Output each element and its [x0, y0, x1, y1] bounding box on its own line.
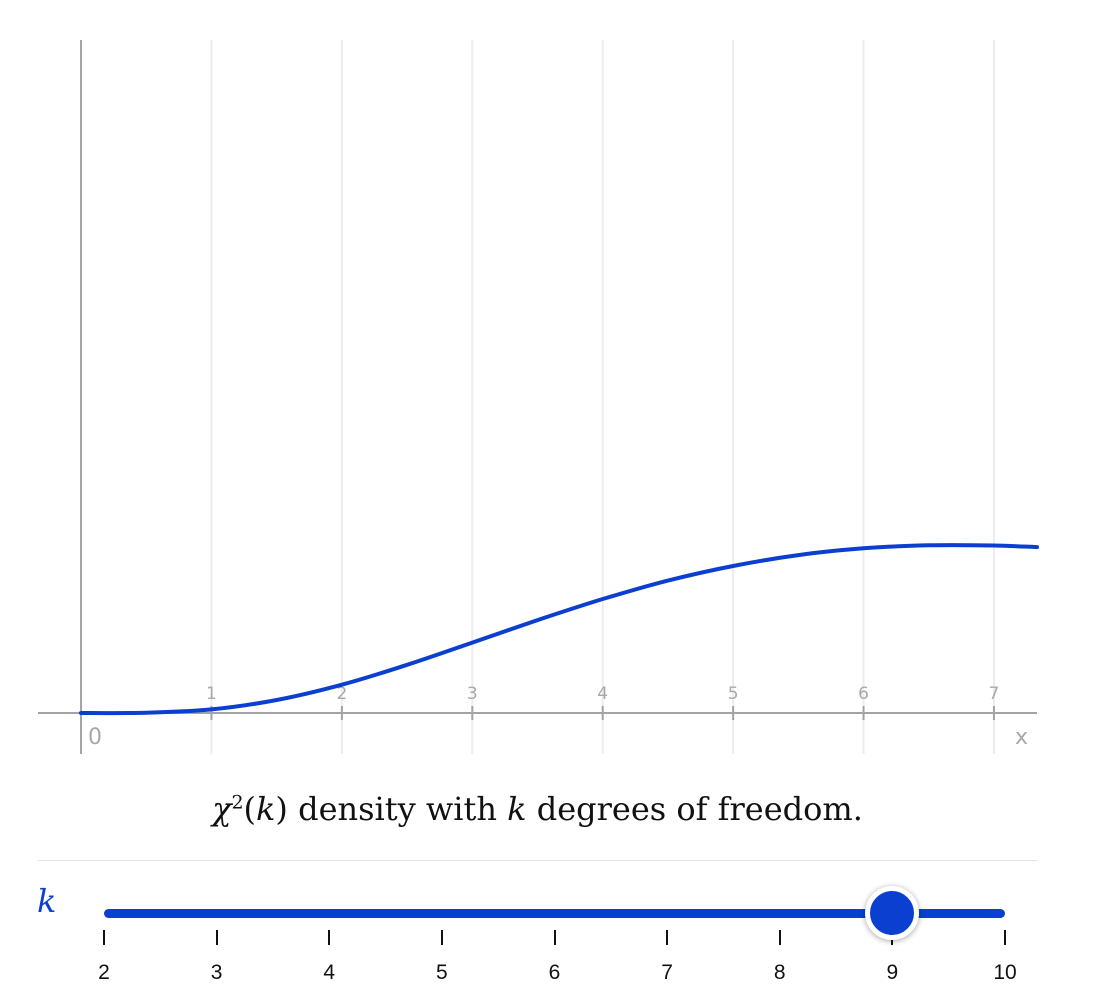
caption-text-2: degrees of freedom. [526, 790, 863, 828]
k-slider-tick-4 [328, 930, 331, 945]
k-slider-thumb[interactable] [865, 886, 920, 940]
k-slider-tick-label-8: 8 [773, 961, 786, 984]
divider [38, 860, 1038, 861]
k-slider-tick-label-2: 2 [98, 961, 110, 984]
x-tick-label-1: 1 [206, 684, 217, 704]
caption-chi-symbol: χ [212, 790, 232, 828]
k-slider-tick-2 [103, 930, 105, 945]
caption-close-paren: ) [275, 790, 288, 828]
chi-square-density-plot: 1 2 3 4 5 6 7 0 x [38, 40, 1039, 754]
k-slider-tick-label-7: 7 [661, 961, 673, 984]
x-tick-label-3: 3 [467, 684, 478, 704]
k-slider-tick-label-4: 4 [323, 961, 336, 984]
k-slider-tick-3 [215, 930, 218, 945]
k-slider-tick-7 [666, 930, 669, 945]
k-slider-tick-label-5: 5 [436, 961, 448, 984]
k-slider-tick-label-9: 9 [886, 961, 899, 984]
caption-open-paren: ( [243, 790, 257, 828]
k-slider-tick-label-6: 6 [548, 961, 561, 984]
caption-text: density with [287, 790, 508, 828]
chart-caption: χ2(k) density with k degrees of freedom. [0, 790, 1075, 828]
k-slider-tick-label-10: 10 [993, 961, 1017, 984]
k-slider-tick-6 [553, 930, 556, 945]
x-tick-label-2: 2 [336, 684, 347, 704]
caption-k-symbol-2: k [507, 790, 527, 828]
grid-lines [210, 40, 995, 754]
origin-label: 0 [88, 725, 102, 750]
x-tick-label-7: 7 [989, 684, 1000, 704]
k-slider-tick-label-3: 3 [210, 961, 223, 984]
x-tick-label-6: 6 [858, 684, 869, 704]
x-tick-label-5: 5 [728, 684, 739, 704]
density-curve [79, 543, 1039, 716]
caption-k-symbol: k [256, 790, 276, 828]
x-ticks: 1 2 3 4 5 6 7 [206, 684, 999, 720]
slider-label-k: k [37, 882, 57, 920]
caption-superscript: 2 [231, 791, 244, 814]
x-tick-label-4: 4 [597, 684, 608, 704]
k-slider-tick-5 [440, 930, 443, 945]
x-axis-label: x [1015, 725, 1028, 750]
k-slider-track[interactable] [104, 909, 1005, 918]
k-slider-tick-8 [778, 930, 781, 945]
k-slider-tick-10 [1004, 930, 1006, 945]
